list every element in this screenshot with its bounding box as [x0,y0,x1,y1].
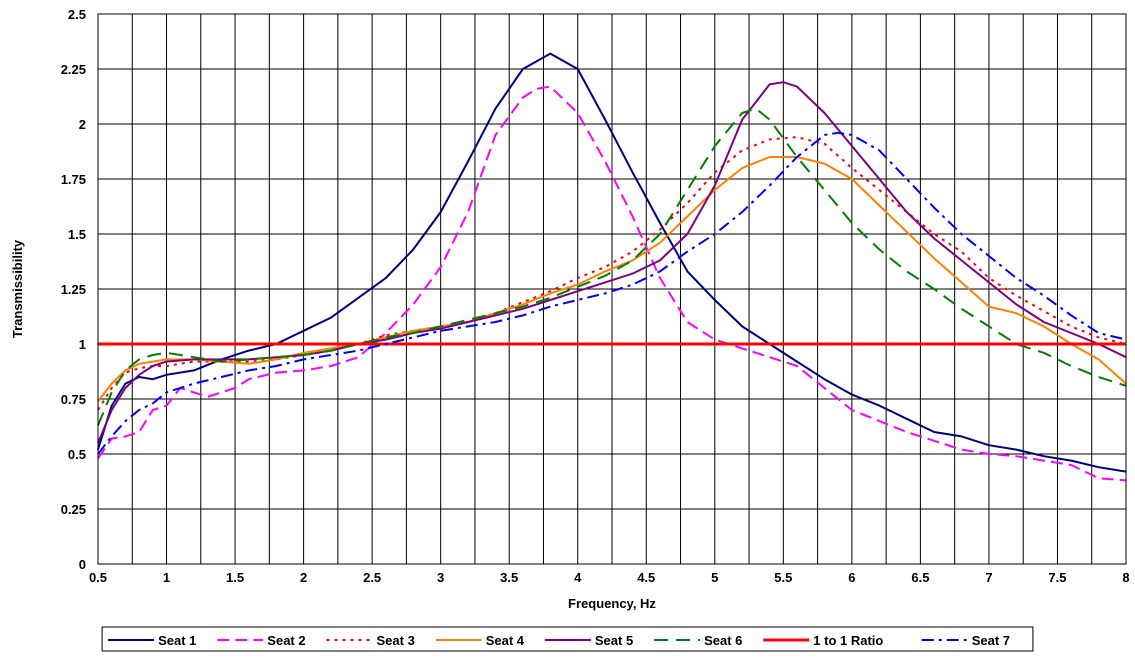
series-line-seat-3 [97,136,1127,411]
x-tick-label: 6.5 [911,570,929,585]
x-tick-label: 1 [163,570,170,585]
series-line-seat-2 [97,85,1127,482]
series-group [97,52,1127,482]
y-tick-label: 2.25 [61,62,86,77]
series-line-seat-7 [97,131,1127,455]
legend-label-seat-4: Seat 4 [486,633,525,648]
x-tick-label: 3 [437,570,444,585]
x-tick-label: 7.5 [1048,570,1066,585]
y-tick-label: 0.75 [61,392,86,407]
legend-label-seat-2: Seat 2 [267,633,305,648]
x-tick-label: 1.5 [226,570,244,585]
x-tick-label: 3.5 [500,570,518,585]
legend-label-seat-6: Seat 6 [704,633,742,648]
y-tick-label: 1 [79,337,86,352]
series-line-seat-5 [97,81,1127,444]
y-tick-label: 0.25 [61,502,86,517]
series-line-seat-1 [97,52,1127,473]
y-tick-label: 1.75 [61,172,86,187]
x-tick-label: 5.5 [774,570,792,585]
y-axis-title: Transmissibility [10,239,25,338]
x-tick-label: 5 [711,570,718,585]
y-tick-label: 2.5 [68,7,86,22]
x-tick-label: 0.5 [89,570,107,585]
x-tick-label: 6 [848,570,855,585]
gridlines [97,13,1127,565]
x-tick-label: 4.5 [637,570,655,585]
x-axis-ticks: 0.5 1 1.5 2 2.5 3 3.5 4 4.5 5 5.5 6 6.5 7 7.5 8 [89,570,1130,585]
y-tick-label: 1.25 [61,282,86,297]
y-tick-label: 0 [79,557,86,572]
series-line-seat-4 [97,156,1127,402]
x-tick-label: 7 [985,570,992,585]
x-axis-title: Frequency, Hz [568,596,656,611]
legend-label-seat-5: Seat 5 [595,633,633,648]
x-tick-label: 4 [574,570,582,585]
legend-label-seat-1: Seat 1 [158,633,196,648]
y-axis-ticks: 0 0.25 0.5 0.75 1 1.25 1.5 1.75 2 2.25 2.5 [61,7,86,572]
legend-label-seat-3: Seat 3 [377,633,415,648]
x-tick-label: 2.5 [363,570,381,585]
legend-label-1-to-1-ratio: 1 to 1 Ratio [813,633,883,648]
series-line-seat-6 [97,107,1127,426]
x-tick-label: 2 [300,570,307,585]
x-tick-label: 8 [1122,570,1129,585]
legend-label-seat-7: Seat 7 [972,633,1010,648]
y-tick-label: 0.5 [68,447,86,462]
plot-area-border [97,13,1127,565]
y-tick-label: 1.5 [68,227,86,242]
y-tick-label: 2 [79,117,86,132]
legend: Seat 1 Seat 2 Seat 3 Seat 4 Seat 5 Seat 6 1 to… [101,626,1034,652]
